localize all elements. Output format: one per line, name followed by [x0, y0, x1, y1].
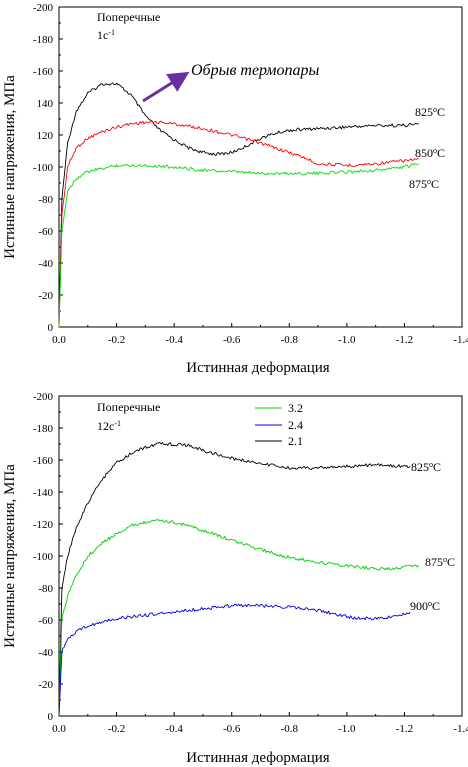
y-tick-label: -160 [33, 66, 54, 78]
top-series-label-850: 850oC [415, 146, 445, 161]
y-tick-label: -200 [33, 391, 54, 403]
x-tick-label: -0.4 [165, 723, 183, 735]
bottom-y-axis-label: Истинные напряжения, МПа [2, 464, 18, 648]
y-tick-label: -60 [38, 615, 53, 627]
top-series-lines [58, 82, 419, 328]
series-line-2.4 [58, 603, 411, 717]
x-tick-label: -1.0 [338, 723, 356, 735]
y-tick-label: -120 [33, 519, 54, 531]
x-tick-label: -0.6 [223, 723, 241, 735]
y-tick-label: -40 [38, 258, 53, 270]
y-tick-label: -200 [33, 2, 54, 14]
y-tick-label: -160 [33, 455, 54, 467]
x-tick-label: -0.4 [165, 334, 183, 346]
x-tick-label: -0.6 [223, 334, 241, 346]
y-tick-label: 0 [48, 322, 54, 334]
bottom-note-line2: 12c-1 [97, 419, 121, 434]
bottom-series-label-825: 825oC [411, 460, 441, 475]
x-tick-label: -1.2 [396, 334, 413, 346]
y-tick-label: -80 [38, 194, 53, 206]
x-tick-label: -1.0 [338, 334, 356, 346]
series-line-825°C [58, 82, 419, 328]
annotation-arrow [142, 71, 190, 103]
series-line-850°C [58, 120, 419, 328]
y-tick-label: 0 [48, 711, 54, 723]
top-plot-frame [58, 6, 463, 328]
annotation-label: Обрыв термопары [191, 62, 319, 79]
y-tick-label: -100 [33, 551, 54, 563]
top-x-ticks: 0.0 -0.2 -0.4 -0.6 -0.8 -1.0 -1.2 -1.4 [52, 323, 468, 346]
top-note-line2: 1c-1 [97, 28, 115, 43]
top-y-axis-label: Истинные напряжения, МПа [2, 75, 18, 259]
legend-label-2.4: 2.4 [288, 418, 303, 432]
bottom-series-lines [58, 441, 420, 717]
series-line-2.1 [58, 441, 411, 717]
y-tick-label: -180 [33, 34, 54, 46]
y-tick-label: 140 [37, 98, 54, 110]
series-line-875°C [58, 163, 419, 328]
x-tick-label: -1.2 [396, 723, 413, 735]
y-tick-label: -60 [38, 226, 53, 238]
top-chart: 0 -20 -40 -60 -80 -100 120 140 -160 -180 -200 0.0 -… [2, 2, 468, 376]
x-tick-label: -1.4 [453, 334, 468, 346]
top-note-line1: Поперечные [97, 10, 160, 24]
bottom-x-ticks: 0.0 -0.2 -0.4 -0.6 -0.8 -1.0 -1.2 -1.4 [52, 712, 468, 735]
top-series-label-875: 875oC [409, 177, 439, 192]
bottom-series-label-875: 875oC [425, 555, 455, 570]
bottom-x-axis-label: Истинная деформация [186, 750, 330, 766]
x-tick-label: -0.2 [108, 723, 125, 735]
series-line-3.2 [58, 519, 420, 717]
top-x-axis-label: Истинная деформация [186, 360, 330, 376]
y-tick-label: 120 [37, 130, 54, 142]
top-y-ticks: 0 -20 -40 -60 -80 -100 120 140 -160 -180 -200 [33, 2, 63, 334]
y-tick-label: -100 [33, 162, 54, 174]
y-tick-label: -180 [33, 423, 54, 435]
y-tick-label: -20 [38, 679, 53, 691]
legend: 3.2 2.4 2.1 [255, 401, 303, 448]
y-tick-label: -80 [38, 583, 53, 595]
x-tick-label: 0.0 [52, 723, 66, 735]
bottom-series-label-900: 900oC [410, 599, 440, 614]
y-tick-label: -40 [38, 647, 53, 659]
legend-label-3.2: 3.2 [288, 401, 303, 415]
x-tick-label: -0.8 [281, 723, 299, 735]
legend-label-2.1: 2.1 [288, 434, 303, 448]
x-tick-label: -0.8 [281, 334, 299, 346]
bottom-note-line1: Поперечные [97, 400, 160, 414]
bottom-chart: 0 -20 -40 -60 -80 -100 -120 -140 -160 -180 -200 0.… [2, 391, 468, 766]
x-tick-label: 0.0 [52, 334, 66, 346]
top-series-label-825: 825oC [415, 105, 445, 120]
bottom-plot-frame [58, 395, 463, 717]
y-tick-label: -20 [38, 290, 53, 302]
x-tick-label: -0.2 [108, 334, 125, 346]
y-tick-label: -140 [33, 487, 54, 499]
x-tick-label: -1.4 [453, 723, 468, 735]
bottom-y-ticks: 0 -20 -40 -60 -80 -100 -120 -140 -160 -180 -200 [33, 391, 63, 723]
